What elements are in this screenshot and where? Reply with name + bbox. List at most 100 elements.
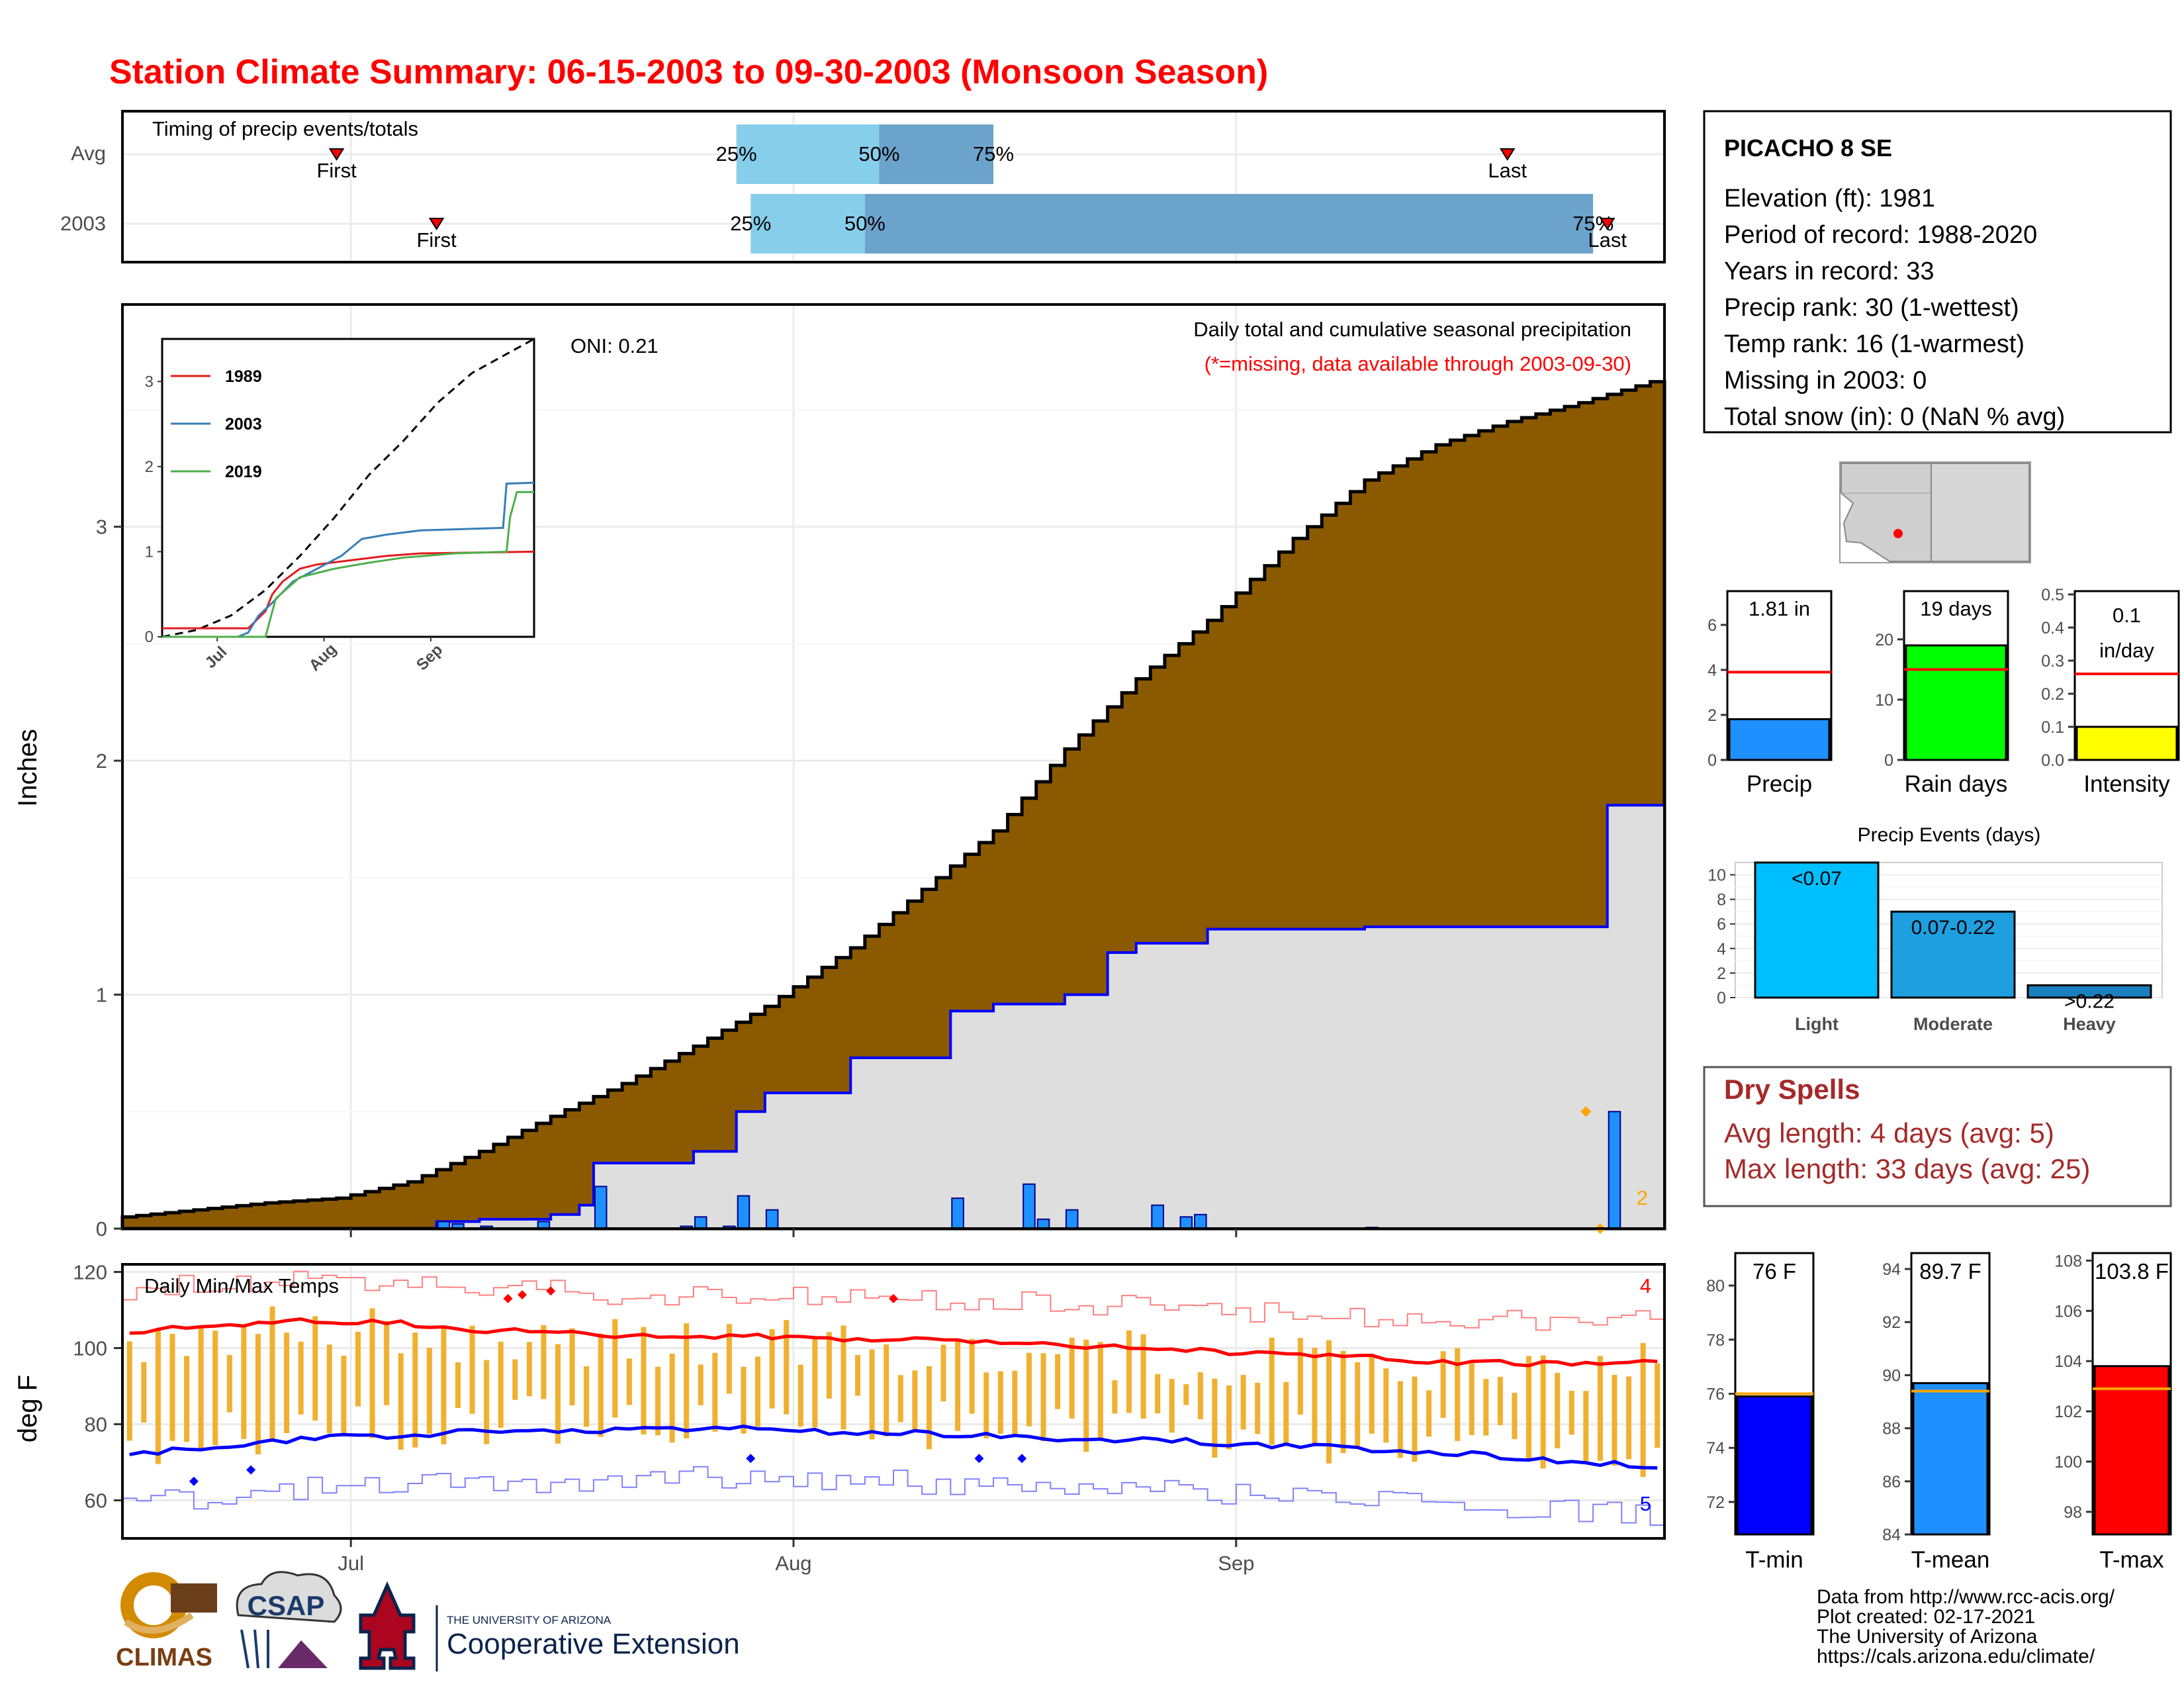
daily-temp-range bbox=[897, 1375, 903, 1423]
missing-marker bbox=[1580, 1106, 1592, 1117]
record-max-marker bbox=[546, 1286, 556, 1296]
daily-temp-range bbox=[1026, 1352, 1032, 1427]
daily-temp-range bbox=[1112, 1380, 1118, 1414]
record-min-marker bbox=[246, 1465, 256, 1475]
temp-xtick-label: Aug bbox=[775, 1552, 811, 1575]
daily-temp-range bbox=[412, 1332, 418, 1448]
mini-ytick-label: 0 bbox=[1707, 751, 1717, 770]
record-min-line bbox=[122, 1466, 1664, 1526]
csap-logo-text: CSAP bbox=[248, 1590, 325, 1621]
tbar-ytick-label: 108 bbox=[2054, 1252, 2082, 1270]
daily-temp-range bbox=[698, 1364, 704, 1405]
mini-ytick-label: 2 bbox=[1707, 706, 1717, 725]
timing-bar-q25-q50-2003 bbox=[751, 194, 865, 254]
daily-temp-range bbox=[1355, 1362, 1361, 1450]
daily-temp-range bbox=[541, 1325, 547, 1399]
inset-ytick-label: 1 bbox=[145, 543, 154, 561]
daily-temp-range bbox=[355, 1331, 361, 1407]
daily-temp-range bbox=[398, 1353, 404, 1450]
daily-temp-range bbox=[1169, 1379, 1175, 1433]
daily-temp-range bbox=[726, 1324, 732, 1394]
daily-temp-range bbox=[298, 1341, 304, 1415]
mini-bar-0 bbox=[1728, 718, 1831, 761]
tbar-fill-1 bbox=[1912, 1382, 1989, 1536]
tbar-ytick-label: 84 bbox=[1882, 1526, 1901, 1544]
daily-temp-range bbox=[526, 1342, 532, 1397]
daily-temp-range bbox=[169, 1333, 175, 1441]
inset-legend-label-2003: 2003 bbox=[225, 415, 262, 434]
station-info-line-0: Elevation (ft): 1981 bbox=[1724, 185, 1935, 212]
footer-line-1: Data from http://www.rcc-acis.org/ bbox=[1817, 1586, 2115, 1608]
daily-precip-bar bbox=[1608, 1111, 1621, 1229]
daily-temp-range bbox=[983, 1372, 989, 1438]
events-ytick-label: 0 bbox=[1717, 989, 1726, 1008]
daily-precip-bar bbox=[1023, 1183, 1036, 1229]
daily-temp-range bbox=[1083, 1339, 1089, 1452]
timing-last-marker-2003 bbox=[1599, 218, 1615, 230]
inset-series-2003 bbox=[162, 481, 535, 638]
mini-ytick-label: 0.5 bbox=[2041, 586, 2064, 604]
timing-bar-q25-q50-avg bbox=[736, 124, 880, 184]
daily-temp-range bbox=[1512, 1393, 1518, 1440]
events-category-label-light: Light bbox=[1795, 1014, 1839, 1034]
inset-ytick-label: 2 bbox=[145, 458, 154, 476]
daily-temp-range bbox=[669, 1353, 675, 1443]
daily-temp-range bbox=[555, 1344, 561, 1444]
mini-bar-2 bbox=[2075, 726, 2178, 761]
precip-ytick-label: 1 bbox=[96, 984, 107, 1007]
daily-temp-range bbox=[255, 1334, 261, 1454]
daily-temp-range bbox=[469, 1325, 475, 1414]
daily-temp-range bbox=[1483, 1379, 1489, 1436]
events-title: Precip Events (days) bbox=[1858, 824, 2041, 846]
daily-temp-range bbox=[1455, 1348, 1461, 1441]
tbar-ytick-label: 102 bbox=[2054, 1403, 2082, 1421]
tbar-ytick-label: 98 bbox=[2064, 1503, 2082, 1522]
daily-temp-range bbox=[1440, 1351, 1446, 1418]
tbar-ytick-label: 72 bbox=[1706, 1493, 1725, 1512]
station-marker bbox=[1893, 529, 1903, 538]
footer-credits: Data from http://www.rcc-acis.org/ Plot … bbox=[1817, 1586, 2115, 1667]
mini-bar-1 bbox=[1905, 644, 2007, 761]
inset-series-1989 bbox=[162, 550, 535, 630]
avg-min-line bbox=[129, 1425, 1658, 1470]
daily-temp-range bbox=[1626, 1376, 1632, 1460]
timing-first-label-avg: First bbox=[316, 159, 357, 182]
daily-temp-range bbox=[684, 1323, 690, 1438]
timing-last-label-avg: Last bbox=[1488, 159, 1527, 182]
timing-q50-label-avg: 50% bbox=[858, 142, 899, 165]
ua-big-text: Cooperative Extension bbox=[447, 1628, 740, 1660]
mini-value-label-2: 0.1 bbox=[2113, 604, 2141, 627]
events-bar-label-moderate: 0.07-0.22 bbox=[1911, 917, 1995, 939]
daily-temp-range bbox=[1255, 1382, 1261, 1434]
mini-ytick-label: 4 bbox=[1707, 661, 1717, 680]
daily-precip-bar bbox=[1179, 1216, 1193, 1229]
daily-temp-range bbox=[1397, 1381, 1403, 1458]
record-max-marker bbox=[889, 1293, 898, 1303]
station-info-line-5: Missing in 2003: 0 bbox=[1724, 367, 1927, 395]
precip-ytick-label: 3 bbox=[96, 516, 107, 539]
tbar-ytick-label: 100 bbox=[2054, 1453, 2082, 1472]
timing-row-avg: Avg bbox=[71, 142, 106, 165]
tbar-ytick-label: 104 bbox=[2054, 1352, 2082, 1371]
daily-temp-range bbox=[940, 1344, 946, 1401]
daily-temp-range bbox=[198, 1325, 204, 1450]
station-info-line-6: Total snow (in): 0 (NaN % avg) bbox=[1724, 403, 2065, 431]
daily-temp-range bbox=[1640, 1342, 1646, 1477]
temp-xtick-label: Jul bbox=[338, 1552, 364, 1575]
tbar-ytick-label: 76 bbox=[1706, 1385, 1725, 1404]
record-min-marker bbox=[974, 1454, 984, 1464]
timing-bar-q50-q75-2003 bbox=[864, 194, 1594, 254]
daily-temp-range bbox=[512, 1359, 518, 1400]
daily-temp-range bbox=[855, 1354, 861, 1396]
tbar-label-0: T-min bbox=[1745, 1547, 1803, 1573]
mini-ytick-label: 0.4 bbox=[2041, 619, 2064, 637]
precip-events-chart: Precip Events (days) <0.07 Light 0.07-0.22… bbox=[1707, 824, 2163, 1034]
daily-temp-range bbox=[1269, 1337, 1275, 1445]
daily-temp-range bbox=[1426, 1390, 1432, 1437]
inset-avg-line bbox=[161, 338, 535, 638]
station-name: PICACHO 8 SE bbox=[1724, 134, 1892, 162]
precip-ylabel: Inches bbox=[13, 729, 42, 807]
daily-temp-range bbox=[969, 1338, 975, 1414]
